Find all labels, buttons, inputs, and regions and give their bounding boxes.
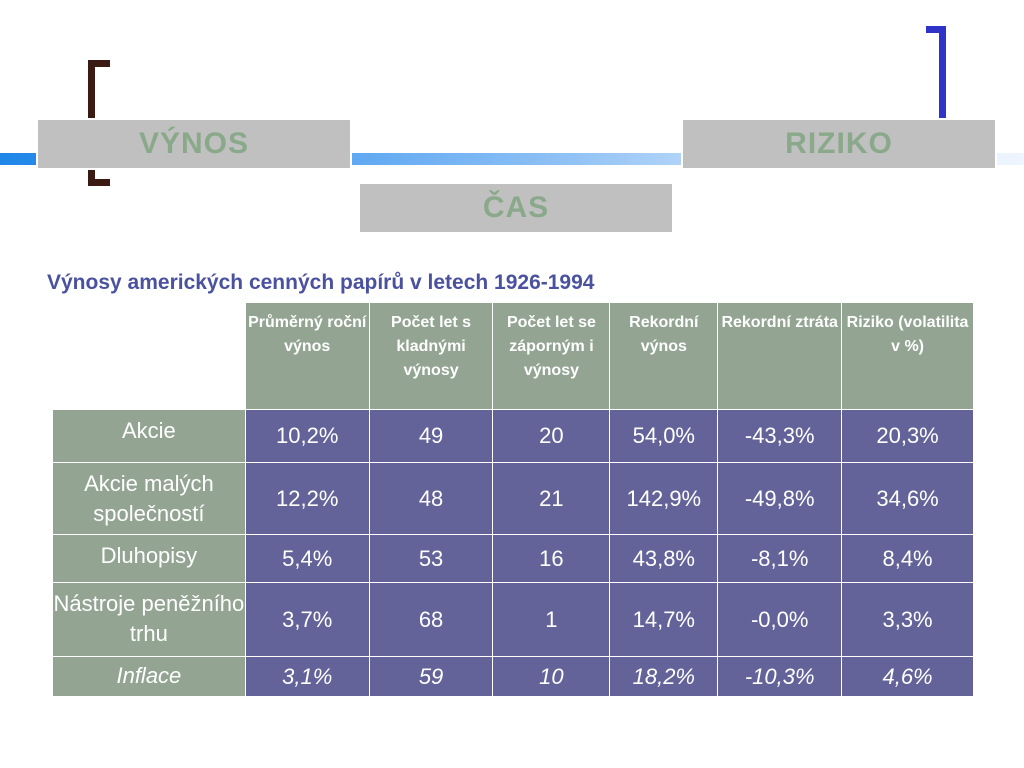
vynos-box: VÝNOS [36,118,352,170]
table-row: Akcie malých společností 12,2% 48 21 142… [52,462,974,535]
table-cell: 59 [368,656,494,697]
row-label: Nástroje peněžního trhu [52,582,246,657]
table-cell: -8,1% [717,534,843,583]
table-cell: 3,1% [244,656,370,697]
header-positive-years: Počet let s kladnými výnosy [368,302,494,410]
table-cell: 1 [492,582,611,657]
cas-box: ČAS [358,182,674,234]
table-row: Dluhopisy 5,4% 53 16 43,8% -8,1% 8,4% [52,534,974,583]
table-row: Akcie 10,2% 49 20 54,0% -43,3% 20,3% [52,409,974,463]
table-cell: 53 [368,534,494,583]
table-cell: 43,8% [609,534,719,583]
table-cell: 20 [492,409,611,463]
table-header-row: Průměrný roční výnos Počet let s kladným… [52,302,974,410]
table-cell: 20,3% [841,409,974,463]
table-cell: 16 [492,534,611,583]
table-cell: 3,3% [841,582,974,657]
row-label: Dluhopisy [52,534,246,583]
table-row: Inflace 3,1% 59 10 18,2% -10,3% 4,6% [52,656,974,697]
table-cell: 5,4% [244,534,370,583]
table-cell: 18,2% [609,656,719,697]
table-cell: -10,3% [717,656,843,697]
table-cell: 8,4% [841,534,974,583]
table-title: Výnosy amerických cenných papírů v letec… [47,271,595,294]
table-cell: 10 [492,656,611,697]
returns-table: Průměrný roční výnos Počet let s kladným… [52,302,974,697]
table-cell: 34,6% [841,462,974,535]
header-negative-years: Počet let se záporným i výnosy [492,302,611,410]
row-label: Inflace [52,656,246,697]
header-record-loss: Rekordní ztráta [717,302,843,410]
table-cell: 14,7% [609,582,719,657]
table-cell: 142,9% [609,462,719,535]
row-label: Akcie malých společností [52,462,246,535]
header-avg-annual-return: Průměrný roční výnos [244,302,370,410]
table-cell: 54,0% [609,409,719,463]
header-blank-cell [52,302,246,410]
header-risk: Riziko (volatilita v %) [841,302,974,410]
table-cell: -0,0% [717,582,843,657]
table-cell: -49,8% [717,462,843,535]
header-record-return: Rekordní výnos [609,302,719,410]
table-cell: 3,7% [244,582,370,657]
table-row: Nástroje peněžního trhu 3,7% 68 1 14,7% … [52,582,974,657]
table-cell: 68 [368,582,494,657]
row-label: Akcie [52,409,246,463]
table-cell: 49 [368,409,494,463]
table-cell: 21 [492,462,611,535]
table-cell: -43,3% [717,409,843,463]
right-bracket-decoration [926,26,946,118]
riziko-box: RIZIKO [681,118,997,170]
table-cell: 48 [368,462,494,535]
table-cell: 10,2% [244,409,370,463]
table-cell: 4,6% [841,656,974,697]
table-cell: 12,2% [244,462,370,535]
